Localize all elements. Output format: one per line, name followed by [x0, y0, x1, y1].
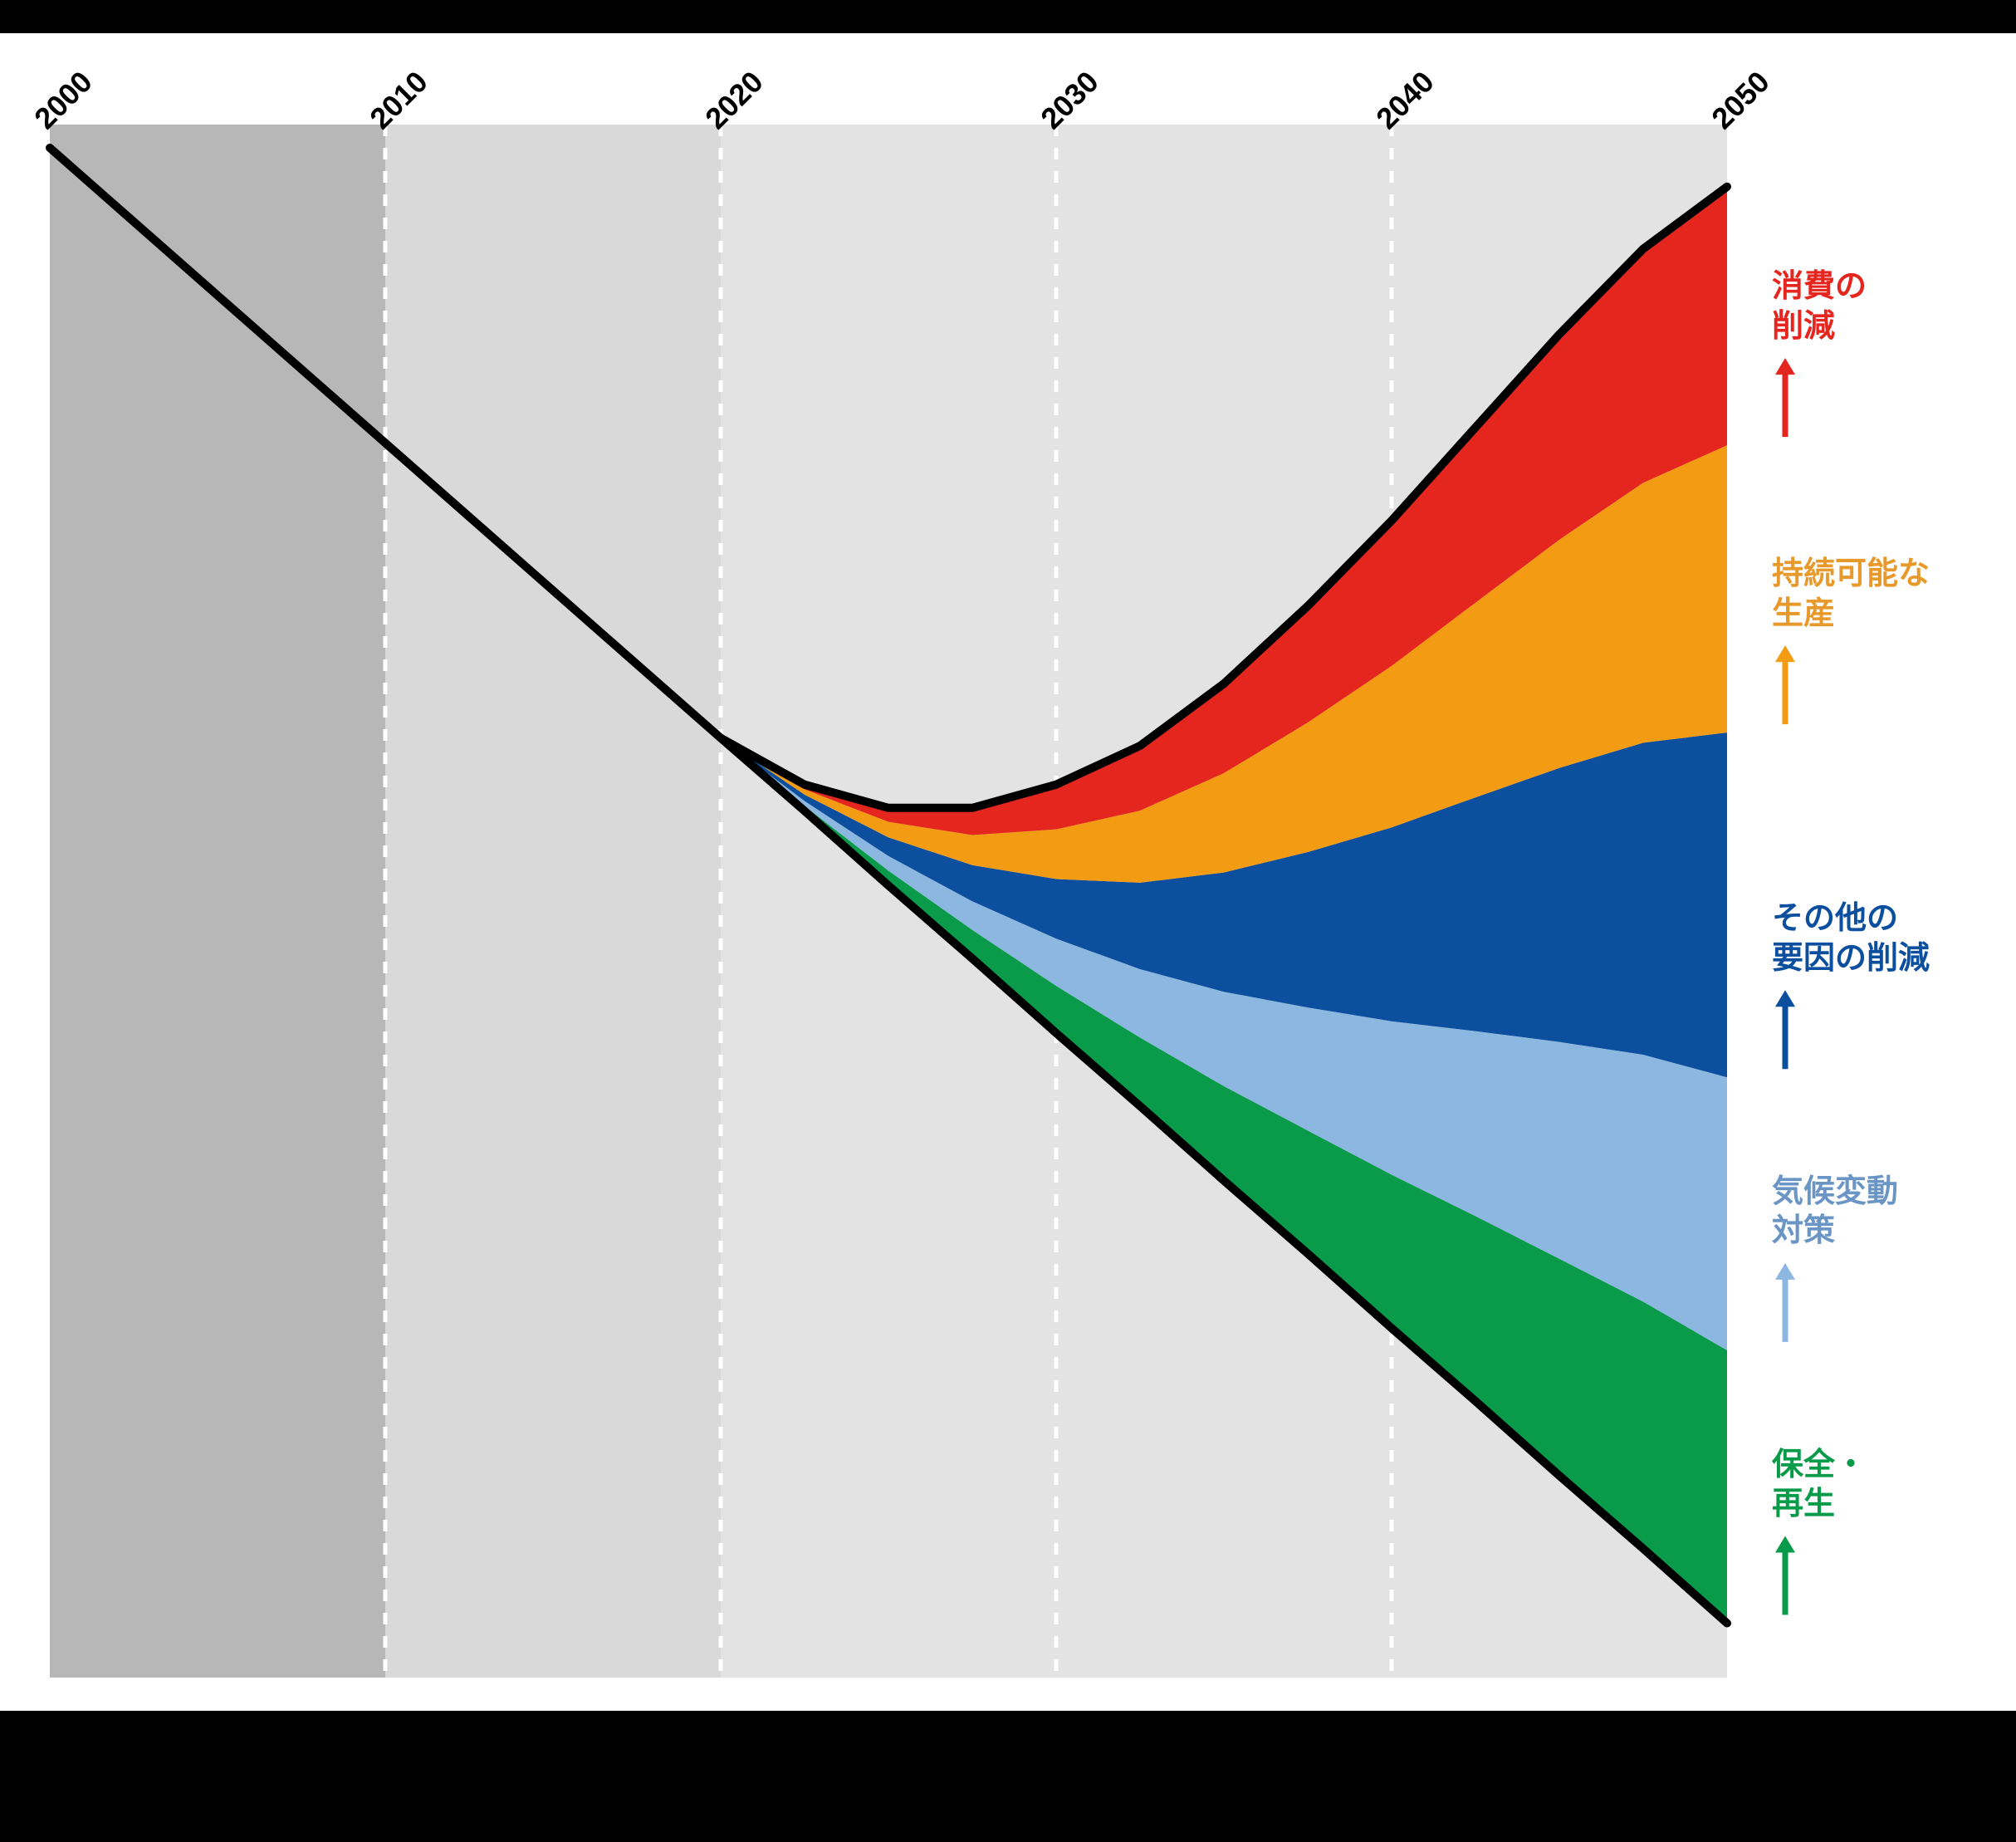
legend-label-conservation: 保全・ 再生: [1772, 1446, 1867, 1525]
legend-label-climate: 気候変動 対策: [1772, 1173, 1898, 1252]
plot-area: [50, 125, 1727, 1678]
chart-container: 200020102020203020402050保全・ 再生気候変動 対策その他…: [0, 0, 2016, 1842]
legend-label-consumption: 消費の 削減: [1772, 267, 1867, 346]
bottom-bar: [0, 1711, 2016, 1842]
legend-arrowhead-other: [1775, 990, 1795, 1007]
legend-arrowhead-consumption: [1775, 358, 1795, 375]
legend-arrowhead-conservation: [1775, 1536, 1795, 1553]
bg-band: [385, 125, 721, 1678]
legend-label-other: その他の 要因の削減: [1772, 899, 1930, 978]
legend-label-production: 持続可能な 生産: [1772, 555, 1930, 634]
chart-svg: [0, 0, 2016, 1842]
bg-band: [50, 125, 385, 1678]
top-bar: [0, 0, 2016, 33]
legend-arrowhead-climate: [1775, 1263, 1795, 1280]
legend-arrowhead-production: [1775, 645, 1795, 662]
